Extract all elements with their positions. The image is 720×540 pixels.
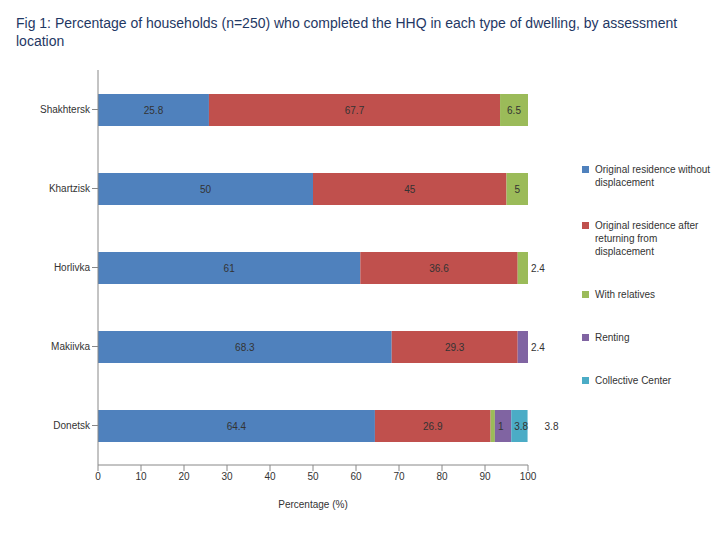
svg-text:80: 80 <box>436 471 448 482</box>
svg-text:45: 45 <box>404 184 416 195</box>
svg-text:25.8: 25.8 <box>144 105 164 116</box>
html-text:Original residence after retur: Original residence after returning from … <box>595 220 699 257</box>
svg-text:3.8: 3.8 <box>514 421 528 432</box>
svg-text:20: 20 <box>178 471 190 482</box>
svg-text:26.9: 26.9 <box>423 421 443 432</box>
svg-text:0: 0 <box>95 471 101 482</box>
html-text:Original residence without dis: Original residence without displacement <box>595 164 711 188</box>
svg-text:29.3: 29.3 <box>445 342 465 353</box>
svg-text:36.6: 36.6 <box>429 263 449 274</box>
svg-text:64.4: 64.4 <box>227 421 247 432</box>
html-text:Fig 1: Percentage of household: Fig 1: Percentage of households (n=250) … <box>16 15 678 49</box>
svg-text:67.7: 67.7 <box>345 105 365 116</box>
svg-text:40: 40 <box>264 471 276 482</box>
svg-text:50: 50 <box>200 184 212 195</box>
svg-text:5: 5 <box>514 184 520 195</box>
svg-text:Makiivka: Makiivka <box>51 341 90 352</box>
svg-text:3.8: 3.8 <box>545 421 559 432</box>
html-text:Collective Center: Collective Center <box>595 375 672 386</box>
svg-text:Donetsk: Donetsk <box>53 420 91 431</box>
svg-text:Percentage (%): Percentage (%) <box>278 499 347 510</box>
svg-text:Shakhtersk: Shakhtersk <box>40 104 91 115</box>
svg-text:100: 100 <box>520 471 537 482</box>
svg-text:10: 10 <box>135 471 147 482</box>
svg-text:30: 30 <box>221 471 233 482</box>
svg-text:70: 70 <box>393 471 405 482</box>
html-text:With relatives: With relatives <box>595 289 655 300</box>
svg-text:50: 50 <box>307 471 319 482</box>
svg-text:1: 1 <box>498 421 504 432</box>
svg-text:68.3: 68.3 <box>235 342 255 353</box>
svg-text:60: 60 <box>350 471 362 482</box>
svg-text:2.4: 2.4 <box>531 342 545 353</box>
svg-text:2.4: 2.4 <box>531 263 545 274</box>
svg-text:61: 61 <box>224 263 236 274</box>
svg-text:90: 90 <box>479 471 491 482</box>
svg-text:Khartzisk: Khartzisk <box>49 183 91 194</box>
svg-text:6.5: 6.5 <box>507 105 521 116</box>
html-text:Renting: Renting <box>595 332 630 343</box>
svg-text:Horlivka: Horlivka <box>54 262 91 273</box>
